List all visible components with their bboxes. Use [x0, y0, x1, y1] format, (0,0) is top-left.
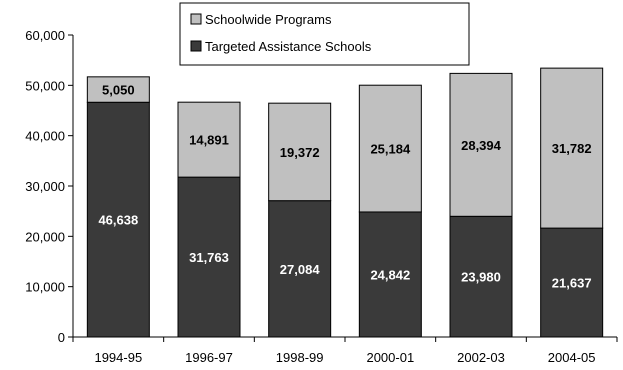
data-label-schoolwide: 25,184	[370, 142, 411, 157]
y-tick-label: 60,000	[25, 28, 65, 43]
x-tick-label: 1994-95	[94, 350, 142, 365]
y-tick-label: 40,000	[25, 129, 65, 144]
data-label-schoolwide: 28,394	[461, 138, 502, 153]
legend: Schoolwide Programs Targeted Assistance …	[179, 2, 470, 66]
legend-swatch-targeted	[190, 40, 202, 52]
y-tick-label: 50,000	[25, 78, 65, 93]
legend-label-schoolwide: Schoolwide Programs	[205, 12, 332, 27]
x-tick-label: 2004-05	[548, 350, 596, 365]
bar-schoolwide-programs	[177, 101, 241, 178]
legend-box	[179, 2, 470, 66]
y-tick-label: 20,000	[25, 229, 65, 244]
data-label-targeted: 46,638	[98, 213, 138, 228]
y-tick-label: 10,000	[25, 280, 65, 295]
data-labels: 46,638 5,050 31,763 14,891 27,084 19,372 24,84…	[98, 83, 591, 291]
data-label-targeted: 31,763	[189, 250, 229, 265]
x-tick-label: 2002-03	[457, 350, 505, 365]
bar-targeted-assistance	[268, 200, 332, 338]
bar-targeted-assistance	[177, 176, 241, 338]
legend-label-targeted: Targeted Assistance Schools	[205, 39, 372, 54]
bar-targeted-assistance	[540, 227, 604, 338]
data-label-schoolwide: 14,891	[189, 133, 229, 148]
data-label-schoolwide: 5,050	[102, 83, 135, 98]
data-label-targeted: 21,637	[552, 276, 592, 291]
y-tick-label: 30,000	[25, 179, 65, 194]
y-tick-label: 0	[58, 330, 65, 345]
data-label-targeted: 24,842	[370, 267, 410, 282]
data-label-targeted: 23,980	[461, 270, 501, 285]
bar-schoolwide-programs	[540, 67, 604, 229]
bar-schoolwide-programs	[449, 72, 513, 217]
x-tick-label: 2000-01	[366, 350, 414, 365]
bar-schoolwide-programs	[358, 84, 422, 213]
data-label-schoolwide: 31,782	[552, 141, 592, 156]
bar-schoolwide-programs	[86, 76, 150, 103]
bar-schoolwide-programs	[268, 102, 332, 202]
data-label-schoolwide: 19,372	[280, 145, 320, 160]
x-tick-label: 1998-99	[276, 350, 324, 365]
x-axis: 1994-95 1996-97 1998-99 2000-01 2002-03 2004-…	[72, 336, 618, 365]
bar-targeted-assistance	[86, 101, 150, 338]
legend-swatch-schoolwide	[190, 13, 202, 25]
data-label-targeted: 27,084	[280, 262, 321, 277]
bar-targeted-assistance	[449, 215, 513, 338]
y-axis: 0 10,000 20,000 30,000 40,000 50,000 60,000	[25, 28, 74, 345]
x-tick-label: 1996-97	[185, 350, 233, 365]
bars	[86, 67, 604, 338]
